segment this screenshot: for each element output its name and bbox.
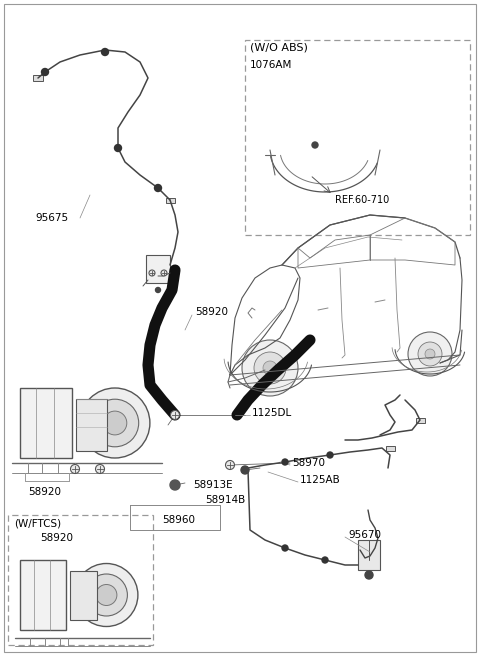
Bar (358, 540, 380, 570)
Text: 58920: 58920 (40, 533, 73, 543)
Circle shape (161, 270, 167, 276)
Circle shape (170, 480, 180, 490)
Bar (146, 255, 170, 283)
Circle shape (327, 452, 333, 458)
Circle shape (101, 49, 108, 56)
Bar (8, 515, 153, 645)
Text: 1125DL: 1125DL (252, 408, 292, 418)
Text: (W/O ABS): (W/O ABS) (250, 43, 308, 53)
Text: 1125AB: 1125AB (300, 475, 341, 485)
Circle shape (241, 466, 249, 474)
Circle shape (156, 287, 160, 293)
Circle shape (149, 270, 155, 276)
Circle shape (418, 342, 442, 366)
Text: 58960: 58960 (162, 515, 195, 525)
Bar (385, 445, 395, 451)
Circle shape (96, 464, 105, 474)
Circle shape (75, 564, 138, 626)
Circle shape (263, 361, 277, 375)
Text: 58914B: 58914B (205, 495, 245, 505)
Circle shape (41, 68, 48, 75)
Circle shape (408, 332, 452, 376)
Bar (20, 560, 66, 630)
Bar (33, 75, 43, 81)
Circle shape (91, 400, 139, 447)
Circle shape (322, 557, 328, 563)
Circle shape (155, 184, 161, 192)
Circle shape (312, 142, 318, 148)
Text: (W/FTCS): (W/FTCS) (14, 518, 61, 528)
Circle shape (170, 411, 180, 419)
Text: 1076AM: 1076AM (250, 60, 292, 70)
Bar (71, 571, 97, 619)
Bar (166, 197, 175, 203)
Text: REF.60-710: REF.60-710 (335, 195, 389, 205)
Circle shape (115, 144, 121, 152)
Circle shape (254, 352, 286, 384)
Circle shape (103, 411, 127, 435)
Text: 95675: 95675 (35, 213, 68, 223)
Circle shape (80, 388, 150, 458)
Circle shape (71, 464, 80, 474)
Bar (416, 417, 424, 422)
Text: 58913E: 58913E (193, 480, 233, 490)
Text: 58920: 58920 (195, 307, 228, 317)
Text: 58920: 58920 (28, 487, 61, 497)
Circle shape (282, 545, 288, 551)
Circle shape (96, 584, 117, 605)
Circle shape (425, 349, 435, 359)
Text: 58970: 58970 (292, 458, 325, 468)
Circle shape (365, 571, 373, 579)
Text: 95670: 95670 (348, 530, 381, 540)
Circle shape (242, 340, 298, 396)
Bar (245, 40, 470, 235)
Bar (20, 388, 72, 458)
Bar (76, 398, 107, 451)
Circle shape (85, 574, 127, 616)
Circle shape (282, 459, 288, 465)
Circle shape (226, 461, 235, 470)
